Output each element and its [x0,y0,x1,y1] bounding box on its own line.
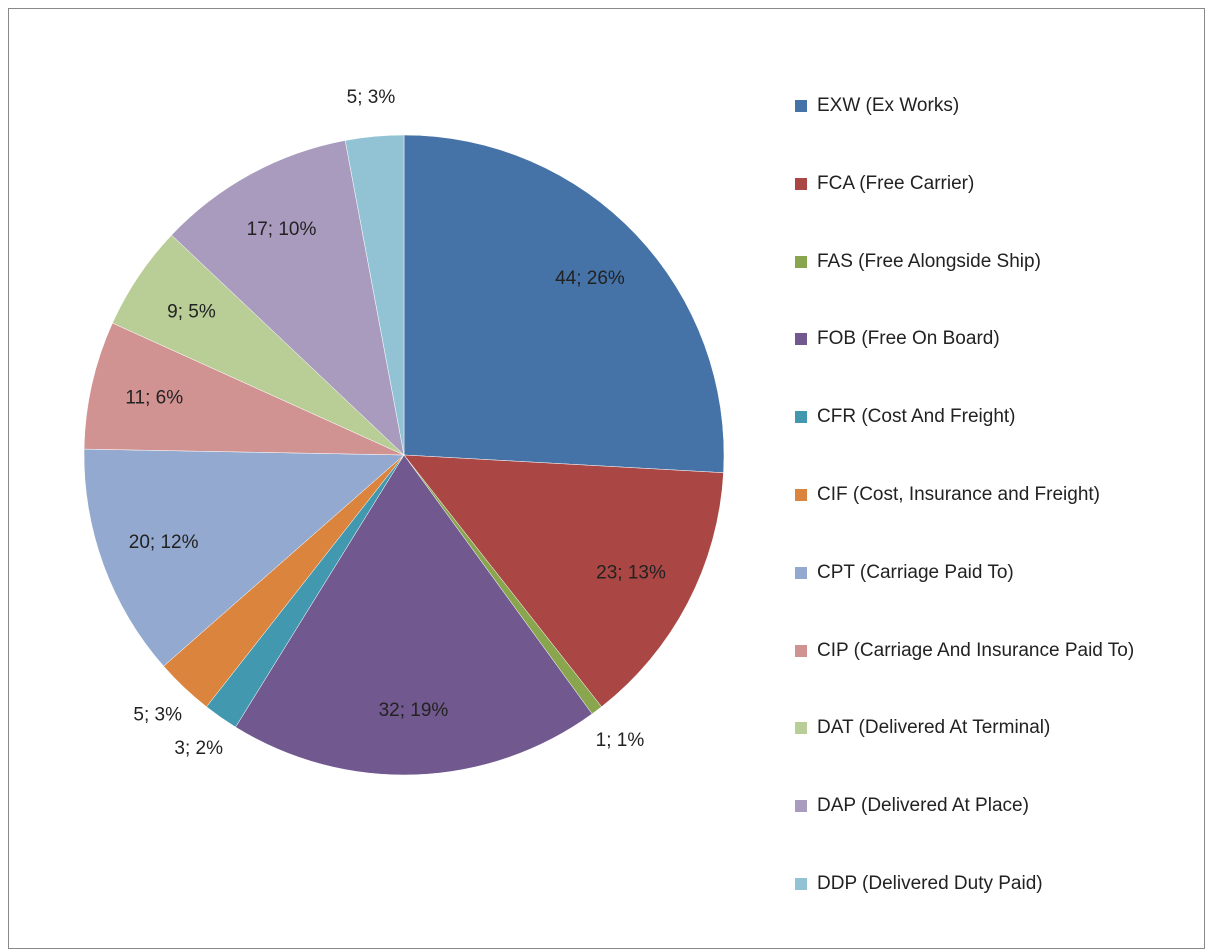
data-label: 5; 3% [133,704,182,725]
pie-slice [235,454,593,776]
legend-label: DDP (Delivered Duty Paid) [817,873,1043,894]
legend-swatch [795,566,807,579]
legend-label: CPT (Carriage Paid To) [817,561,1014,583]
data-label: 44; 26% [555,268,625,289]
data-label: 1; 1% [596,730,645,751]
data-label: 9; 5% [167,301,216,322]
legend-swatch [795,878,807,890]
data-label: 32; 19% [379,700,449,721]
data-label: 23; 13% [596,562,666,583]
data-label: 11; 6% [125,388,183,409]
pie-slice [83,448,405,667]
legend-swatch [795,411,807,424]
legend-swatch [795,489,807,501]
legend-label: DAT (Delivered At Terminal) [817,717,1051,739]
pie-slice [83,322,405,456]
legend-label: DAP (Delivered At Place) [817,795,1029,817]
data-label: 17; 10% [247,219,317,240]
data-label: 3; 2% [174,738,223,759]
legend-label: CIF (Cost, Insurance and Freight) [817,484,1100,505]
legend-swatch [795,800,807,813]
legend-swatch [795,644,807,657]
legend-swatch [795,255,807,268]
pie-slice [403,134,725,473]
legend-label: FOB (Free On Board) [817,328,1000,350]
legend-label: CIP (Carriage And Insurance Paid To) [817,639,1135,661]
data-label: 20; 12% [129,532,199,553]
pie-slice [403,454,724,708]
pie-slice [171,140,405,456]
legend-swatch [795,177,807,190]
legend-label: EXW (Ex Works) [817,95,960,116]
legend-label: CFR (Cost And Freight) [817,406,1016,428]
legend-label: FCA (Free Carrier) [817,172,975,194]
pie-slice [344,134,405,456]
legend-swatch [795,100,807,112]
legend-label: FAS (Free Alongside Ship) [817,250,1041,272]
legend-swatch [795,333,807,346]
legend-swatch [795,722,807,735]
data-label: 5; 3% [347,87,396,108]
